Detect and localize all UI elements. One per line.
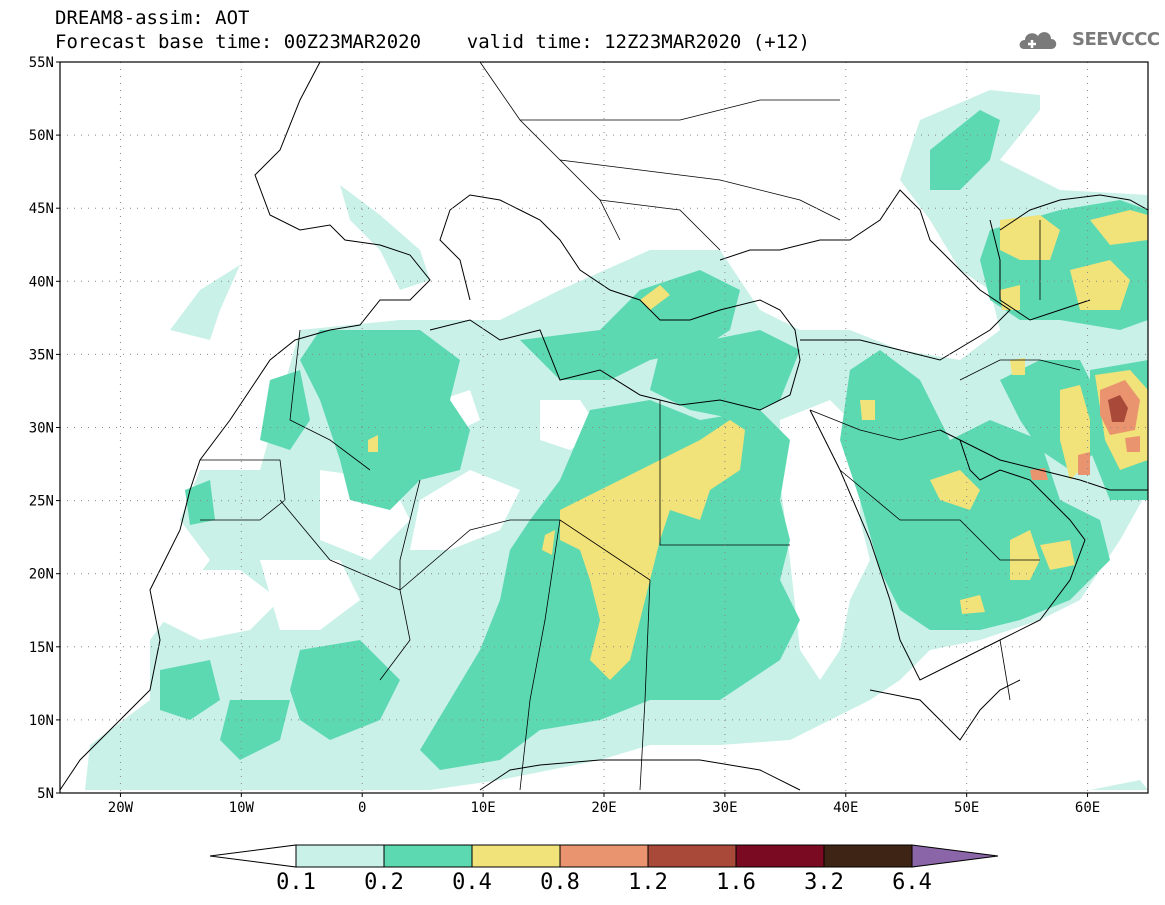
seevccc-logo: SEEVCCC [1072,29,1160,50]
colorbar-level-label: 1.6 [716,870,756,895]
colorbar-box [735,844,825,868]
longitude-label: 40E [833,800,858,816]
latitude-label: 55N [29,55,54,71]
colorbar-level-label: 6.4 [892,870,932,895]
latitude-label: 5N [37,786,54,802]
latitude-label: 45N [29,201,54,217]
longitude-label: 0 [358,800,366,816]
longitude-label: 20E [591,800,616,816]
colorbar-level-label: 3.2 [804,870,844,895]
latitude-label: 15N [29,640,54,656]
longitude-label: 20W [108,800,134,816]
longitude-label: 50E [954,800,979,816]
map-title: DREAM8-assim: AOT [55,7,250,29]
colorbar-level-label: 0.4 [452,870,492,895]
aot-shading [85,90,1148,790]
colorbar-box [295,844,385,868]
longitude-label: 10E [470,800,495,816]
country-borders [200,62,1081,791]
latitude-label: 25N [29,494,54,510]
latitude-label: 35N [29,347,54,363]
latitude-label: 50N [29,128,54,144]
colorbar-level-label: 0.2 [364,870,404,895]
latitude-label: 30N [29,421,54,437]
axis-ticks [56,61,1089,797]
map-gridlines [60,62,1148,793]
longitude-label: 30E [712,800,737,816]
seevccc-cloud-icon [1019,32,1057,49]
latitude-labels: 55N 50N 45N 40N 35N 30N 25N 20N 15N 10N 5N [29,55,54,802]
colorbar-level-label: 0.1 [276,870,316,895]
colorbar-box [471,844,561,868]
colorbar-box [559,844,649,868]
longitude-label: 60E [1075,800,1100,816]
latitude-label: 40N [29,274,54,290]
latitude-label: 20N [29,567,54,583]
colorbar-box [383,844,473,868]
forecast-time-subtitle: Forecast base time: 00Z23MAR2020 valid t… [55,31,810,53]
longitude-label: 10W [229,800,255,816]
colorbar-level-label: 1.2 [628,870,668,895]
colorbar-box [647,844,737,868]
colorbar-high-triangle [911,844,999,868]
coastlines [60,62,1148,791]
colorbar-level-label: 0.8 [540,870,580,895]
latitude-label: 10N [29,713,54,729]
longitude-labels: 20W 10W 0 10E 20E 30E 40E 50E 60E [108,800,1100,816]
colorbar-box [823,844,913,868]
colorbar-low-triangle [209,844,297,868]
